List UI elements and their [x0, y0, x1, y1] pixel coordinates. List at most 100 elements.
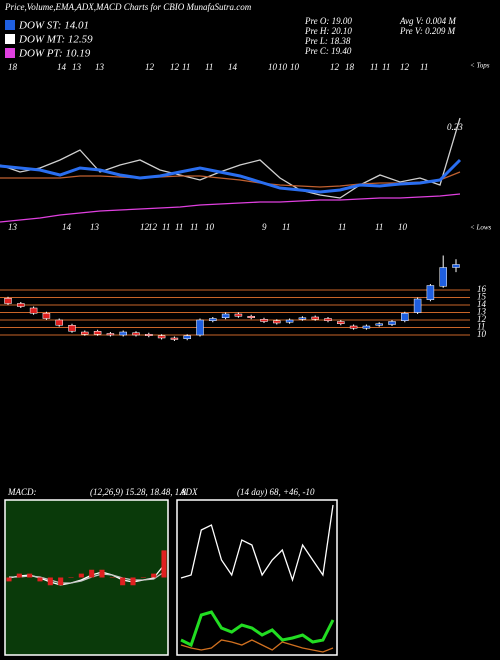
histogram-bar [99, 569, 105, 578]
y-tick-label: 11 [477, 322, 485, 332]
bottom-date-label: 13 [90, 222, 100, 232]
histogram-bar [130, 577, 136, 586]
info-text: Avg V: 0.004 M [399, 16, 456, 26]
series-line [0, 171, 461, 188]
bottom-date-label: 9 [262, 222, 267, 232]
legend-label: DOW PT: 10.19 [18, 48, 91, 60]
legend-swatch [5, 20, 15, 30]
legend-swatch [5, 48, 15, 58]
candle-body [209, 318, 217, 321]
info-text: Pre H: 20.10 [304, 26, 352, 36]
histogram-bar [140, 577, 146, 578]
top-date-label: 11 [370, 62, 378, 72]
info-text: Pre O: 19.00 [304, 16, 352, 26]
candle-body [93, 331, 102, 335]
bottom-date-label: 14 [62, 222, 72, 232]
series-line [180, 504, 334, 583]
candle-body [221, 313, 230, 318]
info-text: Pre L: 18.38 [304, 36, 351, 46]
candle-body [311, 316, 319, 320]
candle-body [439, 267, 447, 287]
top-date-label: 10 [278, 62, 288, 72]
bottom-date-label: 11 [282, 222, 290, 232]
candle-body [17, 303, 25, 307]
histogram-bar [78, 573, 84, 578]
top-date-label: 13 [95, 62, 105, 72]
candle-body [132, 332, 140, 336]
candle-body [273, 320, 281, 324]
top-date-label: 12 [170, 62, 180, 72]
histogram-bar [47, 577, 53, 586]
top-date-label: 11 [420, 62, 428, 72]
top-date-label: 11 [205, 62, 213, 72]
annotation: 0.23 [447, 122, 463, 132]
candle-body [234, 313, 243, 317]
histogram-bar [27, 573, 33, 578]
candle-body [337, 321, 345, 324]
y-tick-label: 14 [477, 299, 487, 309]
bottom-date-label: 10 [205, 222, 215, 232]
bottom-date-label: 11 [162, 222, 170, 232]
candle-body [145, 334, 153, 336]
candle-body [119, 331, 127, 336]
candle-body [349, 325, 358, 329]
candle-body [170, 337, 179, 340]
top-date-label: 14 [57, 62, 67, 72]
top-date-label: 10 [268, 62, 278, 72]
candle-body [298, 317, 307, 320]
legend-swatch [5, 34, 15, 44]
candle-body [285, 319, 294, 323]
histogram-bar [58, 577, 64, 586]
histogram-bar [109, 577, 115, 578]
panel-title: MACD: [7, 487, 37, 497]
bottom-date-label: 11 [375, 222, 383, 232]
candle-body [260, 319, 268, 322]
series-line [0, 193, 461, 223]
candle-body [247, 316, 255, 318]
histogram-bar [16, 573, 22, 578]
candle-body [196, 319, 204, 336]
candle-body [388, 321, 396, 325]
candle-body [362, 325, 371, 329]
series-line [180, 610, 335, 648]
bottom-date-label: 11 [175, 222, 183, 232]
candle-body [81, 331, 89, 335]
top-date-label: 10 [290, 62, 300, 72]
histogram-bar [120, 577, 126, 586]
panel [176, 499, 338, 656]
top-date-label: 12 [145, 62, 155, 72]
info-text: Pre V: 0.209 M [399, 26, 456, 36]
y-tick-label: 10 [477, 329, 487, 339]
top-date-label: 18 [345, 62, 355, 72]
bottom-date-label: 11 [338, 222, 346, 232]
bottom-date-label: 10 [398, 222, 408, 232]
bottom-date-label: 13 [8, 222, 18, 232]
annotation: < Tops [470, 62, 490, 70]
top-date-label: 11 [382, 62, 390, 72]
y-tick-label: 16 [477, 284, 487, 294]
y-tick-label: 12 [477, 314, 487, 324]
legend-label: DOW ST: 14.01 [18, 20, 89, 32]
top-date-label: 12 [330, 62, 340, 72]
histogram-bar [151, 573, 157, 578]
candle-body [324, 318, 332, 321]
chart-title: Price,Volume,EMA,ADX,MACD Charts for CBI… [4, 2, 252, 12]
series-line [9, 571, 165, 584]
candle-body [29, 307, 38, 314]
top-date-label: 11 [182, 62, 190, 72]
top-date-label: 12 [400, 62, 410, 72]
candle-body [426, 285, 435, 300]
info-text: Pre C: 19.40 [304, 46, 352, 56]
annotation: < Lows [470, 224, 492, 232]
histogram-bar [6, 577, 12, 582]
histogram-bar [37, 577, 43, 582]
candle-body [4, 298, 12, 304]
y-tick-label: 15 [477, 292, 487, 302]
candle-body [183, 335, 191, 339]
candle-body [375, 323, 383, 326]
top-date-label: 13 [72, 62, 82, 72]
bottom-date-label: 11 [190, 222, 198, 232]
panel-subtitle: (14 day) 68, +46, -10 [237, 487, 315, 497]
